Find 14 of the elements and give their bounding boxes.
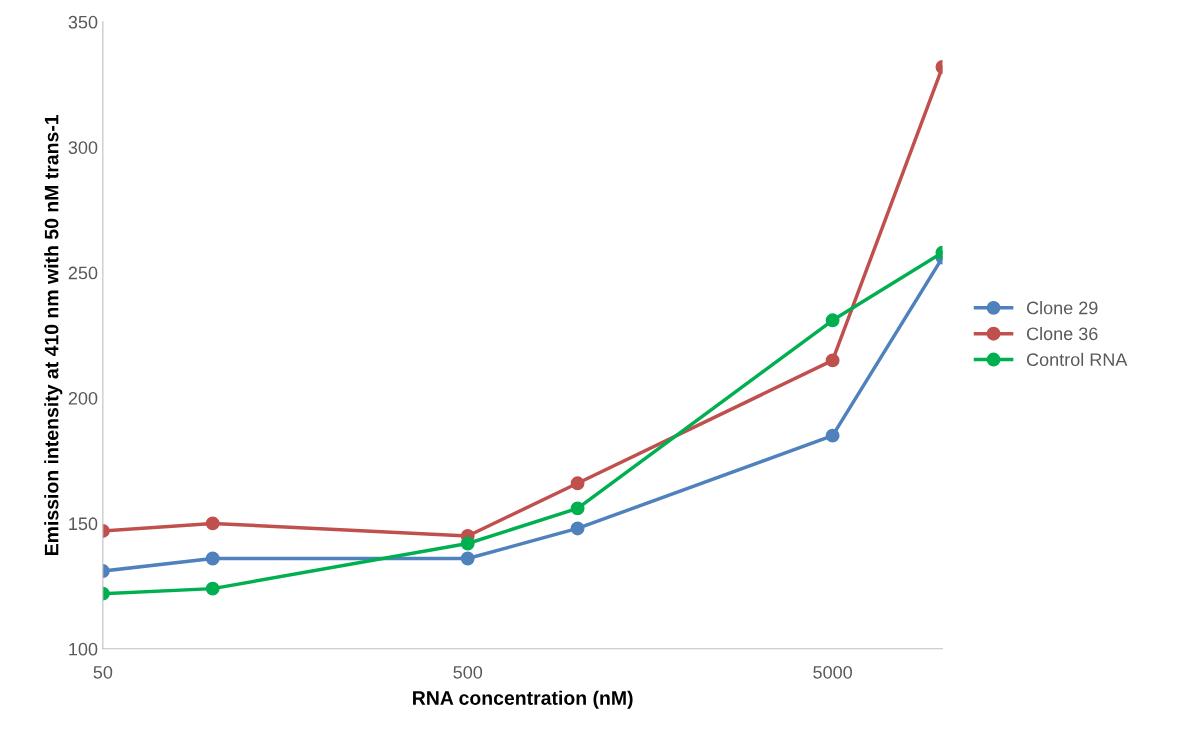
y-tick-label: 100: [69, 642, 98, 656]
y-tick-label: 250: [68, 266, 98, 280]
legend-label: Clone 36: [1026, 326, 1098, 341]
x-axis-title: RNA concentration (nM): [413, 690, 633, 709]
y-tick-label: 150: [69, 517, 98, 531]
y-tick-label: 300: [68, 141, 98, 154]
y-axis-title: Emission intensity at 410 nm with 50 nM trans-1: [44, 114, 63, 555]
x-tick-label: 500: [453, 665, 483, 679]
y-tick-label: 200: [68, 391, 98, 405]
legend-label: Control RNA: [1026, 352, 1128, 367]
legend-label: Clone 29: [1026, 301, 1098, 315]
y-tick-label: 350: [68, 15, 98, 29]
x-tick-label: 5000: [813, 665, 852, 679]
x-tick-label: 50: [93, 665, 113, 679]
